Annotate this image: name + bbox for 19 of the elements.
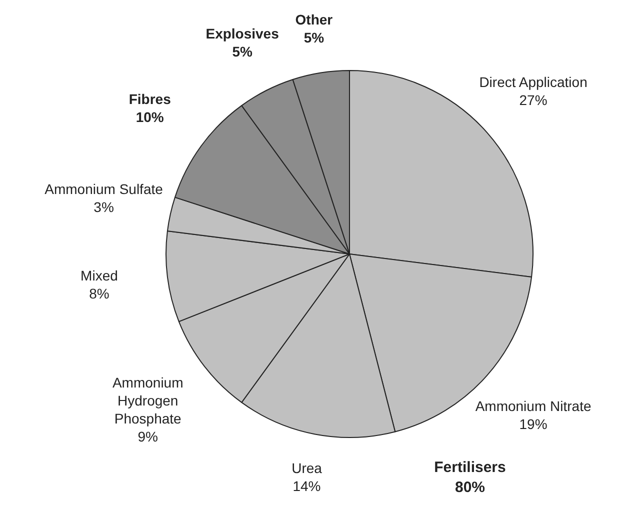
text: Fertilisers 80%	[434, 459, 506, 496]
slice-label: Ammonium Sulfate	[44, 180, 164, 197]
slice-label: Explosives	[206, 25, 280, 42]
data-label: 10%	[136, 108, 164, 125]
slice-label: Fibres	[128, 90, 172, 107]
slice-label: Ammonium Nitrate	[475, 398, 592, 414]
slice-label: Mixed	[80, 267, 118, 284]
data-label: 3%	[94, 198, 114, 215]
slice-label: Urea	[292, 460, 322, 476]
slice-label: Ammonium Hydrogen Phosphate	[112, 374, 184, 426]
data-label: 14%	[292, 478, 321, 494]
slice-label: Direct Application	[479, 74, 588, 90]
data-label: 9%	[138, 428, 158, 444]
data-label: 8%	[89, 285, 110, 302]
data-label: 5%	[232, 43, 253, 60]
data-label: 27%	[519, 92, 548, 108]
data-label: 5%	[304, 29, 325, 46]
data-label: 19%	[519, 416, 548, 432]
slice-label: Other	[295, 11, 334, 28]
